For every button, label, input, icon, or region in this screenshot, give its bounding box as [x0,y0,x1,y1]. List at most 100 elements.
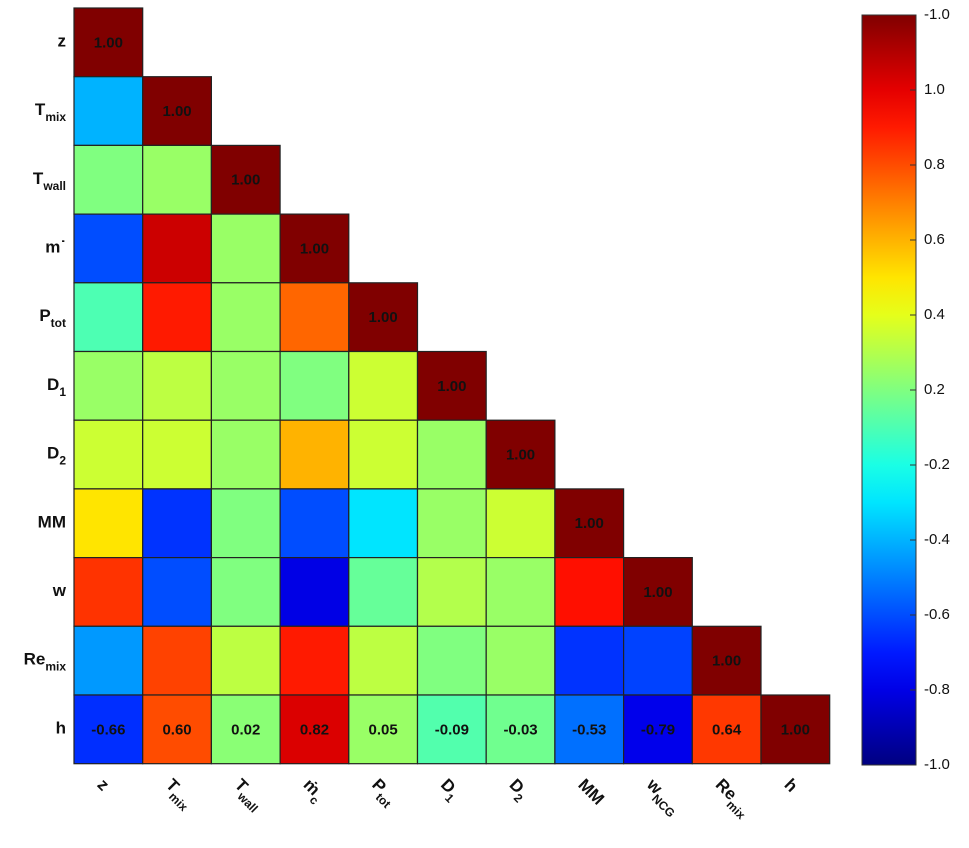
y-tick-label: MM [38,512,66,531]
heatmap-cell [416,488,487,559]
cell-label: -0.53 [572,721,606,738]
label-main: h [781,775,802,796]
x-tick-label: MM [574,775,607,808]
heatmap-cell [622,694,693,765]
cell-label: 1.00 [231,172,260,189]
heatmap-cell [554,625,625,696]
x-tick-label: D2 [502,775,533,806]
y-tick-label: w [52,581,67,600]
cell-label: 1.00 [94,34,123,51]
colorbar-tick-label: -0.8 [924,681,950,698]
heatmap-cell [142,144,212,215]
y-tick-label: Twall [33,169,66,193]
y-tick-label: D1 [47,375,66,399]
heatmap-cell [279,419,350,490]
colorbar-tick-label: 1.0 [924,81,945,98]
y-tick-label: Remix [24,650,67,674]
y-tick-label: m˙ [45,237,66,256]
heatmap-cell [554,488,625,559]
colorbar-tick-label: -1.0 [924,6,950,23]
cell-label: -0.79 [641,721,675,738]
cell-label: 1.00 [369,309,398,326]
colorbar-tick-label: 0.4 [924,306,945,323]
label-main: z [94,775,113,794]
cell-label: 1.00 [643,584,672,601]
cell-label: 1.00 [781,721,810,738]
x-tick-label: Twall [227,775,267,815]
heatmap-cell [485,488,556,559]
label-main: D [47,375,59,394]
heatmap-cell [279,282,350,353]
label-sub: 1 [59,385,66,399]
heatmap-cell [73,488,144,559]
heatmap-cell [73,419,144,490]
heatmap-cell [73,556,144,627]
label-main: D [47,444,59,463]
label-main: h [56,718,66,737]
heatmap-cell [142,625,212,696]
cell-label: 0.05 [369,721,398,738]
x-tick-label: z [94,775,113,794]
heatmap-cell [348,488,419,559]
x-tick-label: Tmix [159,775,198,814]
label-main: m˙ [45,237,66,256]
heatmap-cell [416,625,487,696]
heatmap-cell [73,282,144,353]
heatmap-cell [142,694,212,765]
heatmap-cell [279,625,350,696]
cell-label: 0.64 [712,721,742,738]
heatmap-cell [73,213,144,284]
y-tick-label: z [58,31,67,50]
label-sub: tot [51,316,66,330]
heatmap-cell [210,419,281,490]
heatmap-cell [416,350,487,421]
label-main: T [33,169,44,188]
heatmap-cell [622,625,693,696]
heatmap-cell [416,556,487,627]
heatmap-cell [485,556,556,627]
label-main: T [35,100,46,119]
label-sub: NCG [649,792,678,821]
label-main: MM [38,512,66,531]
heatmap-cell [73,7,144,78]
x-tick-label: wNCG [639,774,685,820]
heatmap-cell [142,488,212,559]
cell-label: -0.66 [91,721,125,738]
heatmap-cell [554,556,625,627]
heatmap-cell [416,694,487,765]
cell-label: -0.09 [435,721,469,738]
heatmap-cell [210,282,281,353]
heatmap-cell [210,694,281,765]
heatmap-cell [554,694,625,765]
label-sub: 2 [59,454,66,468]
cell-label: 1.00 [575,515,604,532]
y-tick-label: Ptot [39,306,66,330]
heatmap-cell [210,144,281,215]
y-tick-label: Tmix [35,100,66,124]
cell-label: 0.82 [300,721,329,738]
heatmap-cell [73,76,144,146]
colorbar-tick-label: 0.2 [924,381,945,398]
cell-label: -0.03 [503,721,537,738]
cell-label: 1.00 [437,378,466,395]
colorbar-tick-label: 0.8 [924,156,945,173]
y-tick-label: h [56,718,66,737]
colorbar-tick-label: -1.0 [924,756,950,773]
label-main: z [58,31,67,50]
heatmap-cell [485,625,556,696]
heatmap-cell [348,419,419,490]
heatmap-cell [142,282,212,353]
heatmap-cell [142,213,212,284]
cell-label: 1.00 [162,103,191,120]
label-main: w [52,581,67,600]
x-tick-label: Remix [708,775,755,822]
cell-label: 1.00 [712,653,741,670]
label-sub: wall [42,179,66,193]
heatmap-cell [416,419,487,490]
colorbar-tick-label: -0.4 [924,531,950,548]
x-tick-label: ṁc [296,775,329,808]
cell-label: 0.02 [231,721,260,738]
heatmap-cell [279,694,350,765]
colorbar [861,14,917,766]
heatmap-cell [73,625,144,696]
